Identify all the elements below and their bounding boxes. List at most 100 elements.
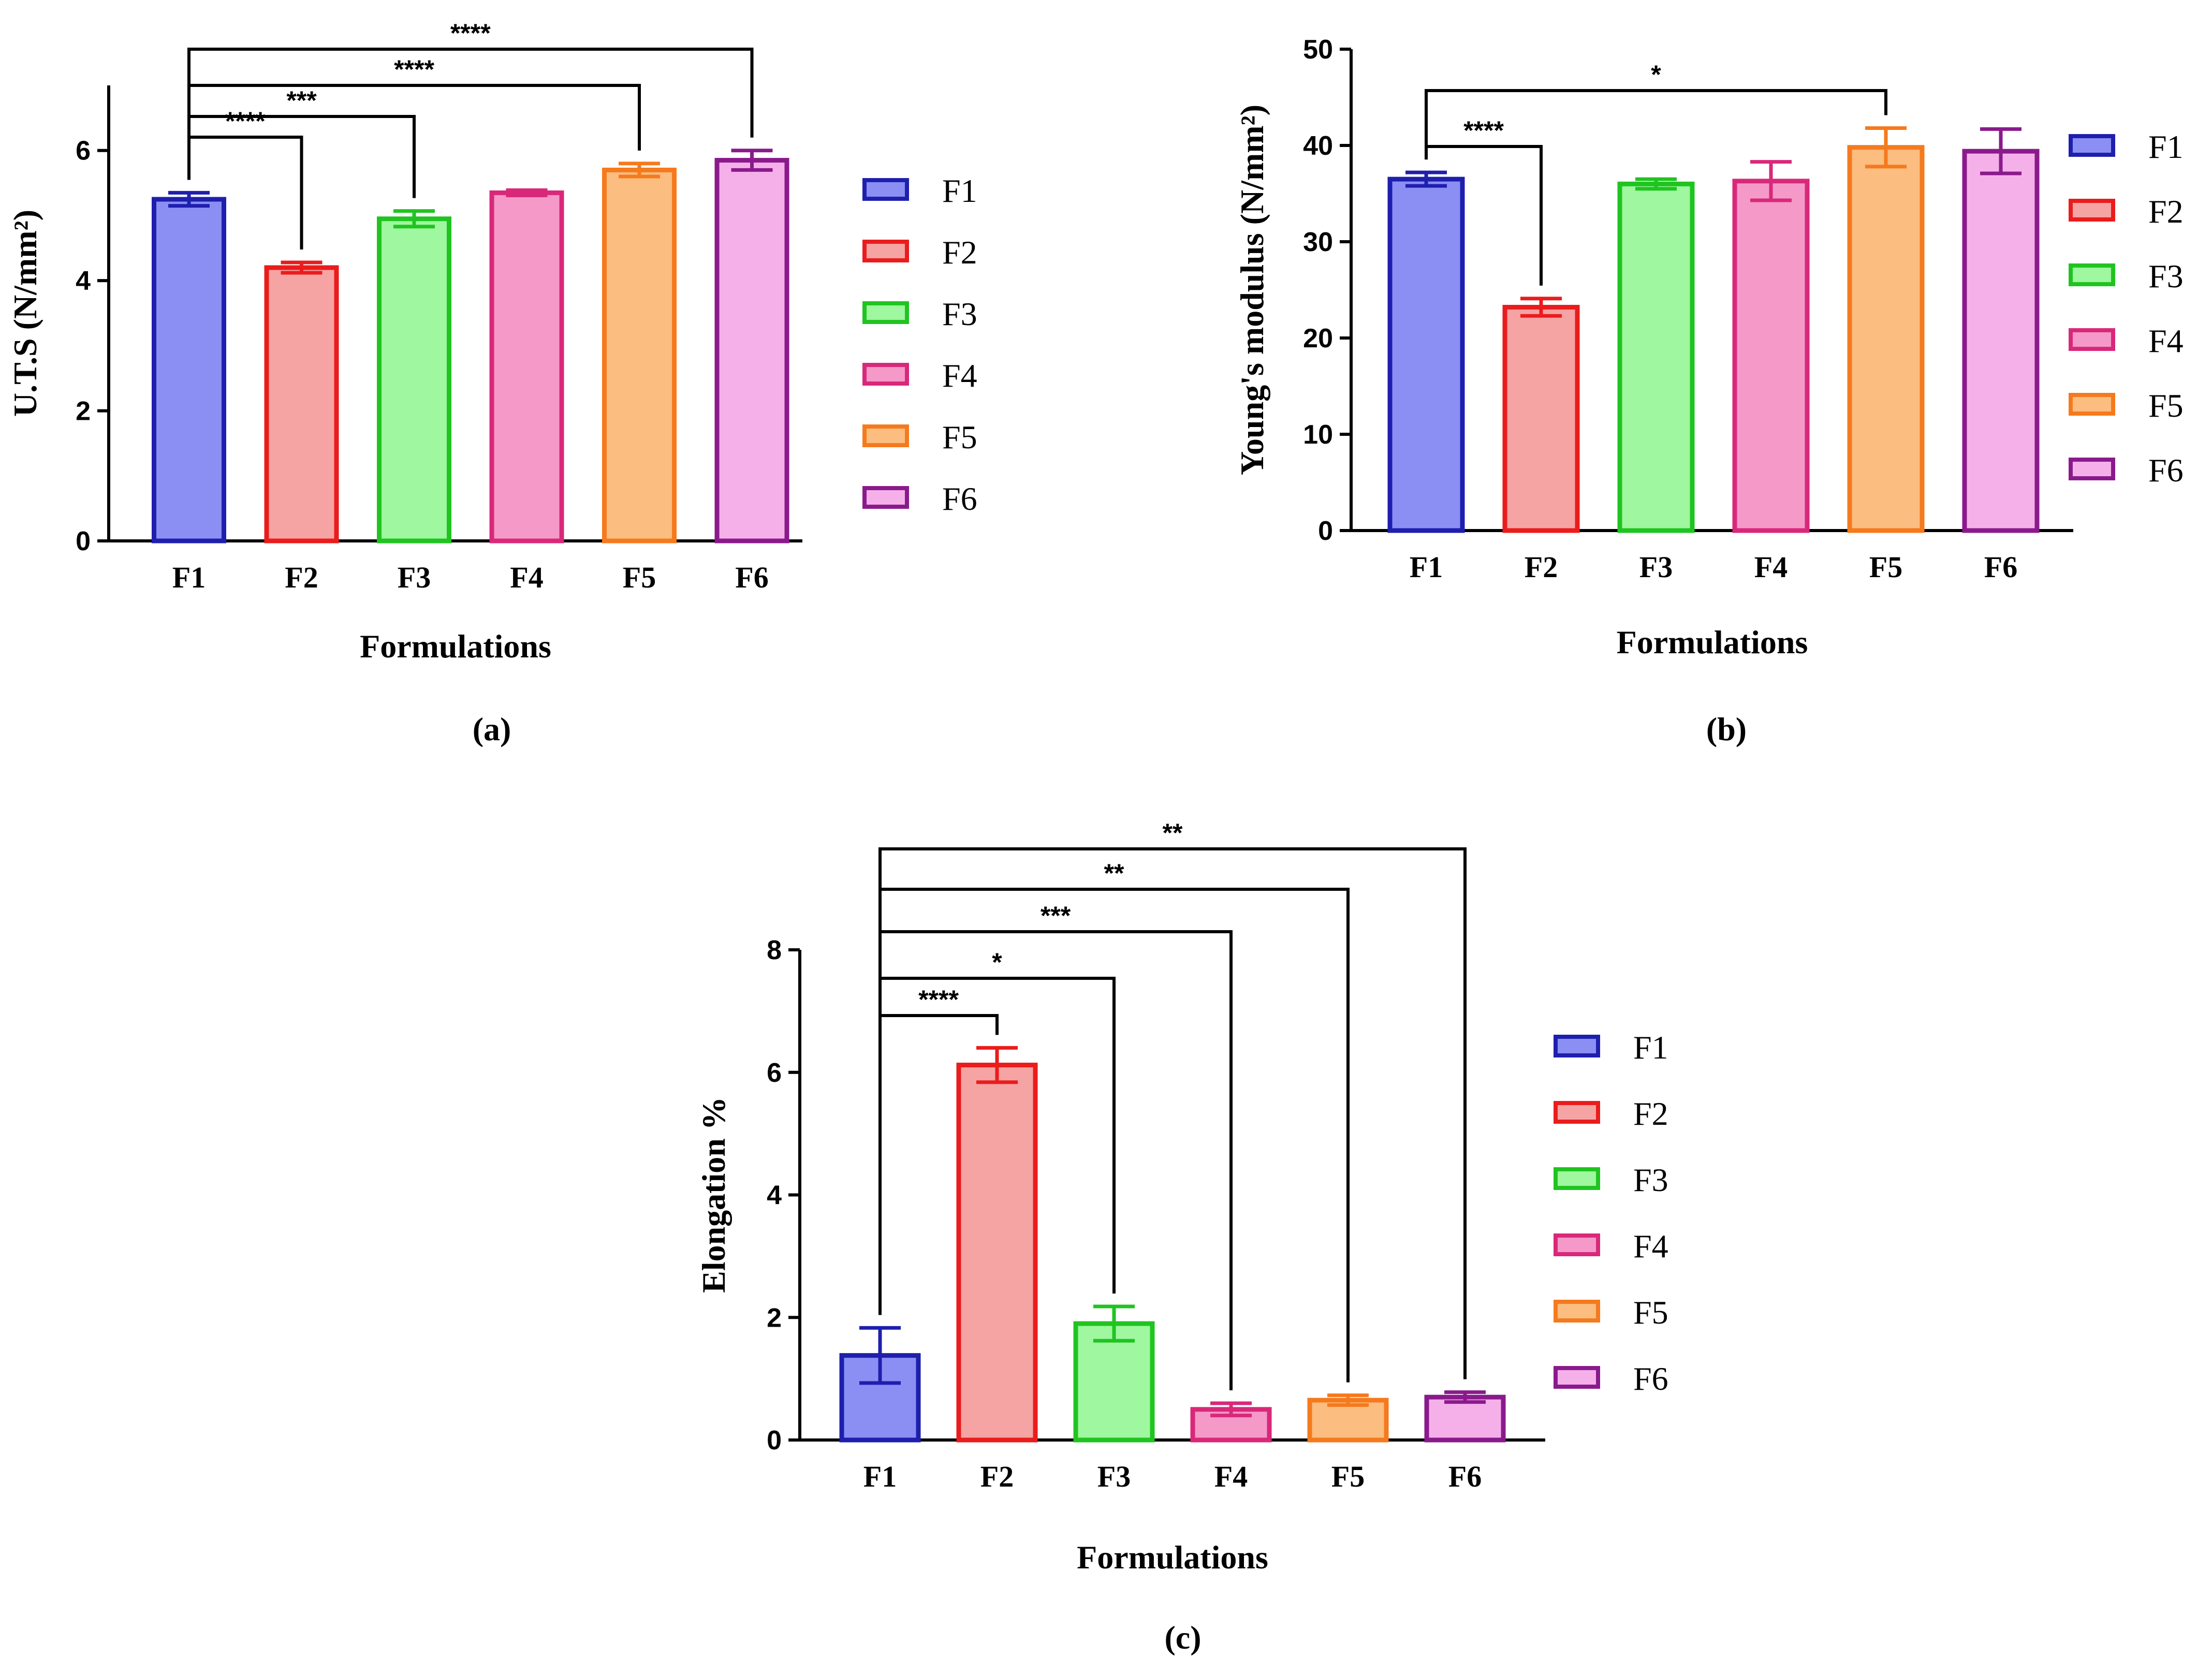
y-tick-label: 4 (76, 266, 91, 296)
y-tick-label: 2 (76, 396, 91, 427)
error-bar-f1 (168, 190, 210, 208)
legend-swatch (1554, 1366, 1600, 1389)
panel-label: (a) (473, 711, 511, 747)
x-tick-label: F5 (1869, 550, 1902, 584)
significance-label: * (992, 948, 1002, 977)
legend-swatch (2069, 328, 2115, 351)
x-tick-label: F1 (172, 561, 206, 594)
legend-swatch (1554, 1167, 1600, 1190)
legend-entry-f6: F6 (1554, 1360, 1668, 1397)
legend-entry-f2: F2 (1554, 1095, 1668, 1132)
error-bar-f2 (1520, 297, 1562, 318)
bar-f3 (377, 216, 451, 543)
bar-f2 (264, 265, 339, 543)
error-bar-f4 (1210, 1401, 1252, 1418)
legend-label: F4 (1633, 1228, 1668, 1265)
significance-bracket: **** (187, 19, 754, 180)
legend-swatch (1554, 1035, 1600, 1057)
error-bar-f6 (731, 149, 773, 172)
error-bar-f5 (1327, 1393, 1369, 1407)
legend-label: F5 (2148, 387, 2184, 424)
x-tick-label: F4 (1214, 1460, 1248, 1493)
bar-f5 (602, 167, 677, 543)
bar-f3 (1617, 181, 1695, 533)
legend-entry-f3: F3 (1554, 1162, 1668, 1198)
legend-swatch (862, 301, 909, 324)
y-axis-title: Young's modulus (N/mm²) (1234, 105, 1270, 475)
y-tick-label: 6 (767, 1058, 782, 1088)
bar-f1 (1387, 177, 1465, 533)
error-bar-f2 (976, 1046, 1018, 1084)
y-tick-label: 8 (767, 935, 782, 965)
significance-label: **** (394, 55, 434, 84)
legend-label: F4 (942, 357, 977, 394)
y-tick-label: 10 (1303, 420, 1333, 450)
legend-entry-f1: F1 (862, 172, 977, 209)
legend-swatch (1554, 1300, 1600, 1323)
y-tick-label: 2 (767, 1303, 782, 1333)
y-tick-label: 20 (1303, 324, 1333, 354)
y-tick-label: 30 (1303, 227, 1333, 257)
x-tick-label: F1 (1410, 550, 1443, 584)
x-tick-label: F3 (1097, 1460, 1131, 1493)
legend-entry-f5: F5 (1554, 1294, 1668, 1331)
legend-swatch (862, 486, 909, 509)
error-bar-f4 (1750, 160, 1792, 202)
legend-swatch (862, 424, 909, 447)
y-tick-label: 40 (1303, 131, 1333, 161)
legend-label: F1 (942, 172, 977, 209)
legend-swatch (2069, 458, 2115, 480)
legend-label: F5 (1633, 1294, 1668, 1331)
legend-label: F3 (942, 296, 977, 332)
legend-entry-f1: F1 (1554, 1029, 1668, 1066)
legend-swatch (862, 363, 909, 386)
x-tick-label: F2 (1525, 550, 1558, 584)
significance-bracket: *** (878, 901, 1233, 1390)
legend-swatch (862, 240, 909, 262)
legend-label: F3 (1633, 1162, 1668, 1198)
legend-label: F4 (2148, 322, 2184, 359)
legend-entry-f5: F5 (2069, 387, 2184, 424)
significance-bracket: * (1425, 60, 1887, 160)
significance-label: * (1651, 60, 1661, 89)
error-bar-f3 (1635, 177, 1677, 191)
legend-label: F2 (1633, 1095, 1668, 1132)
x-tick-label: F6 (735, 561, 768, 594)
x-tick-label: F6 (1448, 1460, 1482, 1493)
legend-entry-f3: F3 (862, 296, 977, 332)
legend-swatch (1554, 1233, 1600, 1256)
error-bar-f3 (393, 209, 435, 229)
error-bar-f3 (1093, 1304, 1135, 1343)
bar-f6 (714, 158, 789, 543)
y-axis-title: Elongation % (695, 1097, 732, 1293)
significance-label: ** (1163, 818, 1183, 847)
x-tick-label: F4 (1754, 550, 1788, 584)
legend-swatch (1554, 1101, 1600, 1124)
legend-label: F6 (1633, 1360, 1668, 1397)
significance-label: **** (918, 985, 959, 1014)
legend-entry-f4: F4 (1554, 1228, 1668, 1265)
bar-f4 (1732, 179, 1810, 533)
bar-f6 (1962, 149, 2040, 533)
x-tick-label: F2 (980, 1460, 1014, 1493)
legend-entry-f5: F5 (862, 419, 977, 456)
legend-label: F6 (942, 480, 977, 517)
x-tick-label: F5 (623, 561, 656, 594)
y-axis-title: U.T.S (N/mm²) (7, 210, 43, 417)
x-axis-title: Formulations (360, 628, 551, 665)
bar-f2 (956, 1063, 1038, 1443)
x-tick-label: F4 (510, 561, 543, 594)
error-bar-f6 (1444, 1390, 1486, 1404)
significance-label: **** (225, 107, 266, 136)
significance-bracket: ** (878, 818, 1467, 1379)
legend-entry-f6: F6 (862, 480, 977, 517)
legend-entry-f6: F6 (2069, 452, 2184, 489)
bar-f2 (1502, 304, 1580, 533)
x-tick-label: F3 (398, 561, 431, 594)
legend-label: F5 (942, 419, 977, 456)
legend-entry-f4: F4 (2069, 322, 2184, 359)
legend-swatch (862, 178, 909, 201)
error-bar-f1 (1405, 170, 1447, 188)
